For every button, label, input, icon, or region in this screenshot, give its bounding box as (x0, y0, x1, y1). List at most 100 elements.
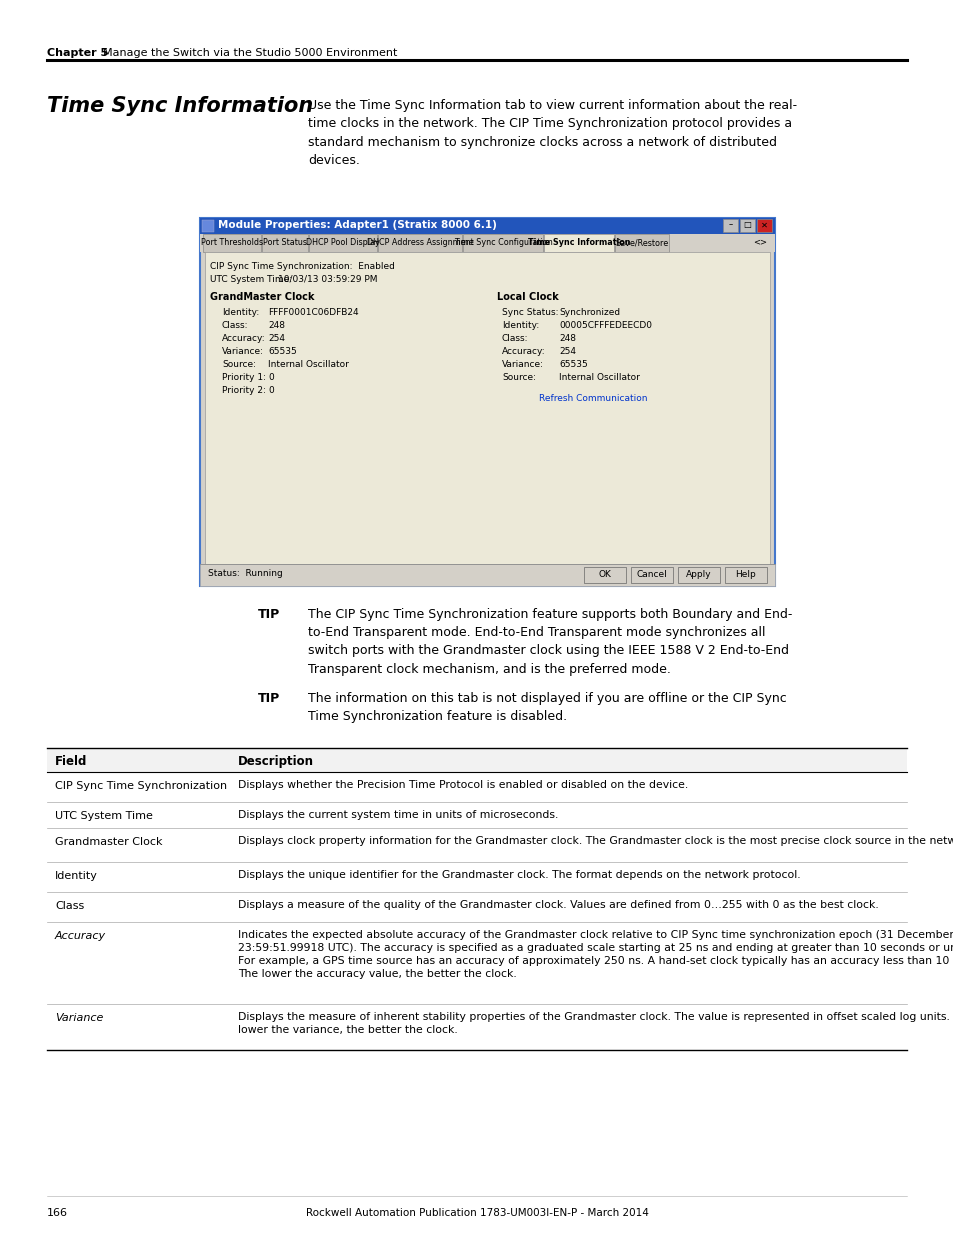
Bar (47, 1004, 906, 1050)
Bar (377, 233, 461, 252)
Bar (47, 892, 906, 923)
Text: Save/Restore: Save/Restore (615, 238, 668, 247)
Bar (47, 923, 906, 1004)
Text: Indicates the expected absolute accuracy of the Grandmaster clock relative to CI: Indicates the expected absolute accuracy… (237, 930, 953, 979)
Text: Displays clock property information for the Grandmaster clock. The Grandmaster c: Displays clock property information for … (237, 836, 953, 846)
Bar (462, 233, 542, 252)
Text: Identity:: Identity: (501, 321, 538, 330)
Text: 166: 166 (47, 1208, 68, 1218)
Bar (722, 219, 738, 232)
Text: Displays whether the Precision Time Protocol is enabled or disabled on the devic: Displays whether the Precision Time Prot… (237, 781, 687, 790)
Text: Time Sync Information: Time Sync Information (47, 96, 313, 116)
Text: 0: 0 (268, 387, 274, 395)
Bar (205, 252, 769, 564)
Bar (200, 233, 774, 252)
Text: 254: 254 (558, 347, 576, 356)
Bar (583, 567, 625, 583)
Text: 248: 248 (268, 321, 285, 330)
Text: Local Clock: Local Clock (497, 291, 558, 303)
Text: Variance:: Variance: (501, 359, 543, 369)
Text: UTC System Time: UTC System Time (55, 811, 152, 821)
Text: 248: 248 (558, 333, 576, 343)
Bar (203, 233, 261, 252)
Text: The CIP Sync Time Synchronization feature supports both Boundary and End-
to-End: The CIP Sync Time Synchronization featur… (308, 608, 792, 676)
Text: □: □ (742, 221, 751, 230)
Text: TIP: TIP (257, 692, 280, 705)
Text: Priority 1:: Priority 1: (222, 373, 266, 382)
Bar (757, 219, 771, 232)
Text: Variance: Variance (55, 1013, 103, 1023)
Text: DHCP Address Assignment: DHCP Address Assignment (366, 238, 473, 247)
Text: Displays the current system time in units of microseconds.: Displays the current system time in unit… (237, 810, 558, 820)
Text: Accuracy:: Accuracy: (501, 347, 545, 356)
Text: Description: Description (237, 755, 314, 768)
Bar (678, 567, 720, 583)
Text: Time Sync Information: Time Sync Information (527, 238, 630, 247)
Text: Class:: Class: (222, 321, 248, 330)
Text: Sync Status:: Sync Status: (501, 308, 558, 317)
Text: 0: 0 (268, 373, 274, 382)
Text: Displays a measure of the quality of the Grandmaster clock. Values are defined f: Displays a measure of the quality of the… (237, 900, 878, 910)
Text: Class: Class (55, 902, 84, 911)
Bar (309, 233, 376, 252)
Text: TIP: TIP (257, 608, 280, 621)
Text: Field: Field (55, 755, 88, 768)
Bar (47, 862, 906, 892)
Bar (47, 748, 906, 772)
Bar (543, 233, 614, 252)
Text: Source:: Source: (222, 359, 255, 369)
Text: 65535: 65535 (268, 347, 296, 356)
Text: Status:  Running: Status: Running (208, 569, 282, 578)
Text: Rockwell Automation Publication 1783-UM003I-EN-P - March 2014: Rockwell Automation Publication 1783-UM0… (305, 1208, 648, 1218)
Text: CIP Sync Time Synchronization: CIP Sync Time Synchronization (55, 781, 227, 790)
Text: Displays the measure of inherent stability properties of the Grandmaster clock. : Displays the measure of inherent stabili… (237, 1011, 953, 1035)
Text: ✕: ✕ (760, 221, 767, 230)
Text: Manage the Switch via the Studio 5000 Environment: Manage the Switch via the Studio 5000 En… (103, 48, 397, 58)
Text: –: – (727, 221, 732, 230)
Text: >: > (759, 237, 765, 246)
Text: Source:: Source: (501, 373, 536, 382)
Text: 65535: 65535 (558, 359, 587, 369)
Bar (47, 802, 906, 827)
Text: Accuracy: Accuracy (55, 931, 106, 941)
Text: Cancel: Cancel (636, 571, 667, 579)
Bar (47, 827, 906, 862)
Text: Priority 2:: Priority 2: (222, 387, 266, 395)
Text: CIP Sync Time Synchronization:  Enabled: CIP Sync Time Synchronization: Enabled (210, 262, 395, 270)
Text: Internal Oscillator: Internal Oscillator (268, 359, 349, 369)
Text: GrandMaster Clock: GrandMaster Clock (210, 291, 314, 303)
Text: Grandmaster Clock: Grandmaster Clock (55, 837, 162, 847)
Text: 00005CFFFEDEECD0: 00005CFFFEDEECD0 (558, 321, 651, 330)
Bar (615, 233, 668, 252)
Bar (724, 567, 766, 583)
Text: DHCP Pool Display: DHCP Pool Display (306, 238, 379, 247)
Text: Port Thresholds: Port Thresholds (201, 238, 263, 247)
Text: Class:: Class: (501, 333, 528, 343)
Text: Identity: Identity (55, 871, 98, 881)
Bar (200, 219, 774, 233)
Text: Module Properties: Adapter1 (Stratix 8000 6.1): Module Properties: Adapter1 (Stratix 800… (218, 220, 497, 230)
Text: Port Status: Port Status (263, 238, 307, 247)
Text: OK: OK (598, 571, 611, 579)
Text: <: < (752, 237, 760, 246)
Text: Use the Time Sync Information tab to view current information about the real-
ti: Use the Time Sync Information tab to vie… (308, 99, 797, 168)
Bar (262, 233, 308, 252)
Text: Displays the unique identifier for the Grandmaster clock. The format depends on : Displays the unique identifier for the G… (237, 869, 800, 881)
Text: Chapter 5: Chapter 5 (47, 48, 108, 58)
Text: Synchronized: Synchronized (558, 308, 619, 317)
Text: Variance:: Variance: (222, 347, 264, 356)
Bar (630, 567, 672, 583)
Text: Identity:: Identity: (222, 308, 259, 317)
Text: Apply: Apply (685, 571, 711, 579)
Bar (740, 219, 754, 232)
Text: Help: Help (735, 571, 756, 579)
Text: UTC System Time:: UTC System Time: (210, 275, 292, 284)
Bar (200, 564, 774, 585)
Text: Accuracy:: Accuracy: (222, 333, 265, 343)
Bar (47, 772, 906, 802)
Bar (200, 219, 774, 585)
Bar (202, 220, 213, 232)
Text: 10/03/13 03:59:29 PM: 10/03/13 03:59:29 PM (277, 275, 377, 284)
Text: Time Sync Configuration: Time Sync Configuration (453, 238, 552, 247)
Text: The information on this tab is not displayed if you are offline or the CIP Sync
: The information on this tab is not displ… (308, 692, 786, 724)
